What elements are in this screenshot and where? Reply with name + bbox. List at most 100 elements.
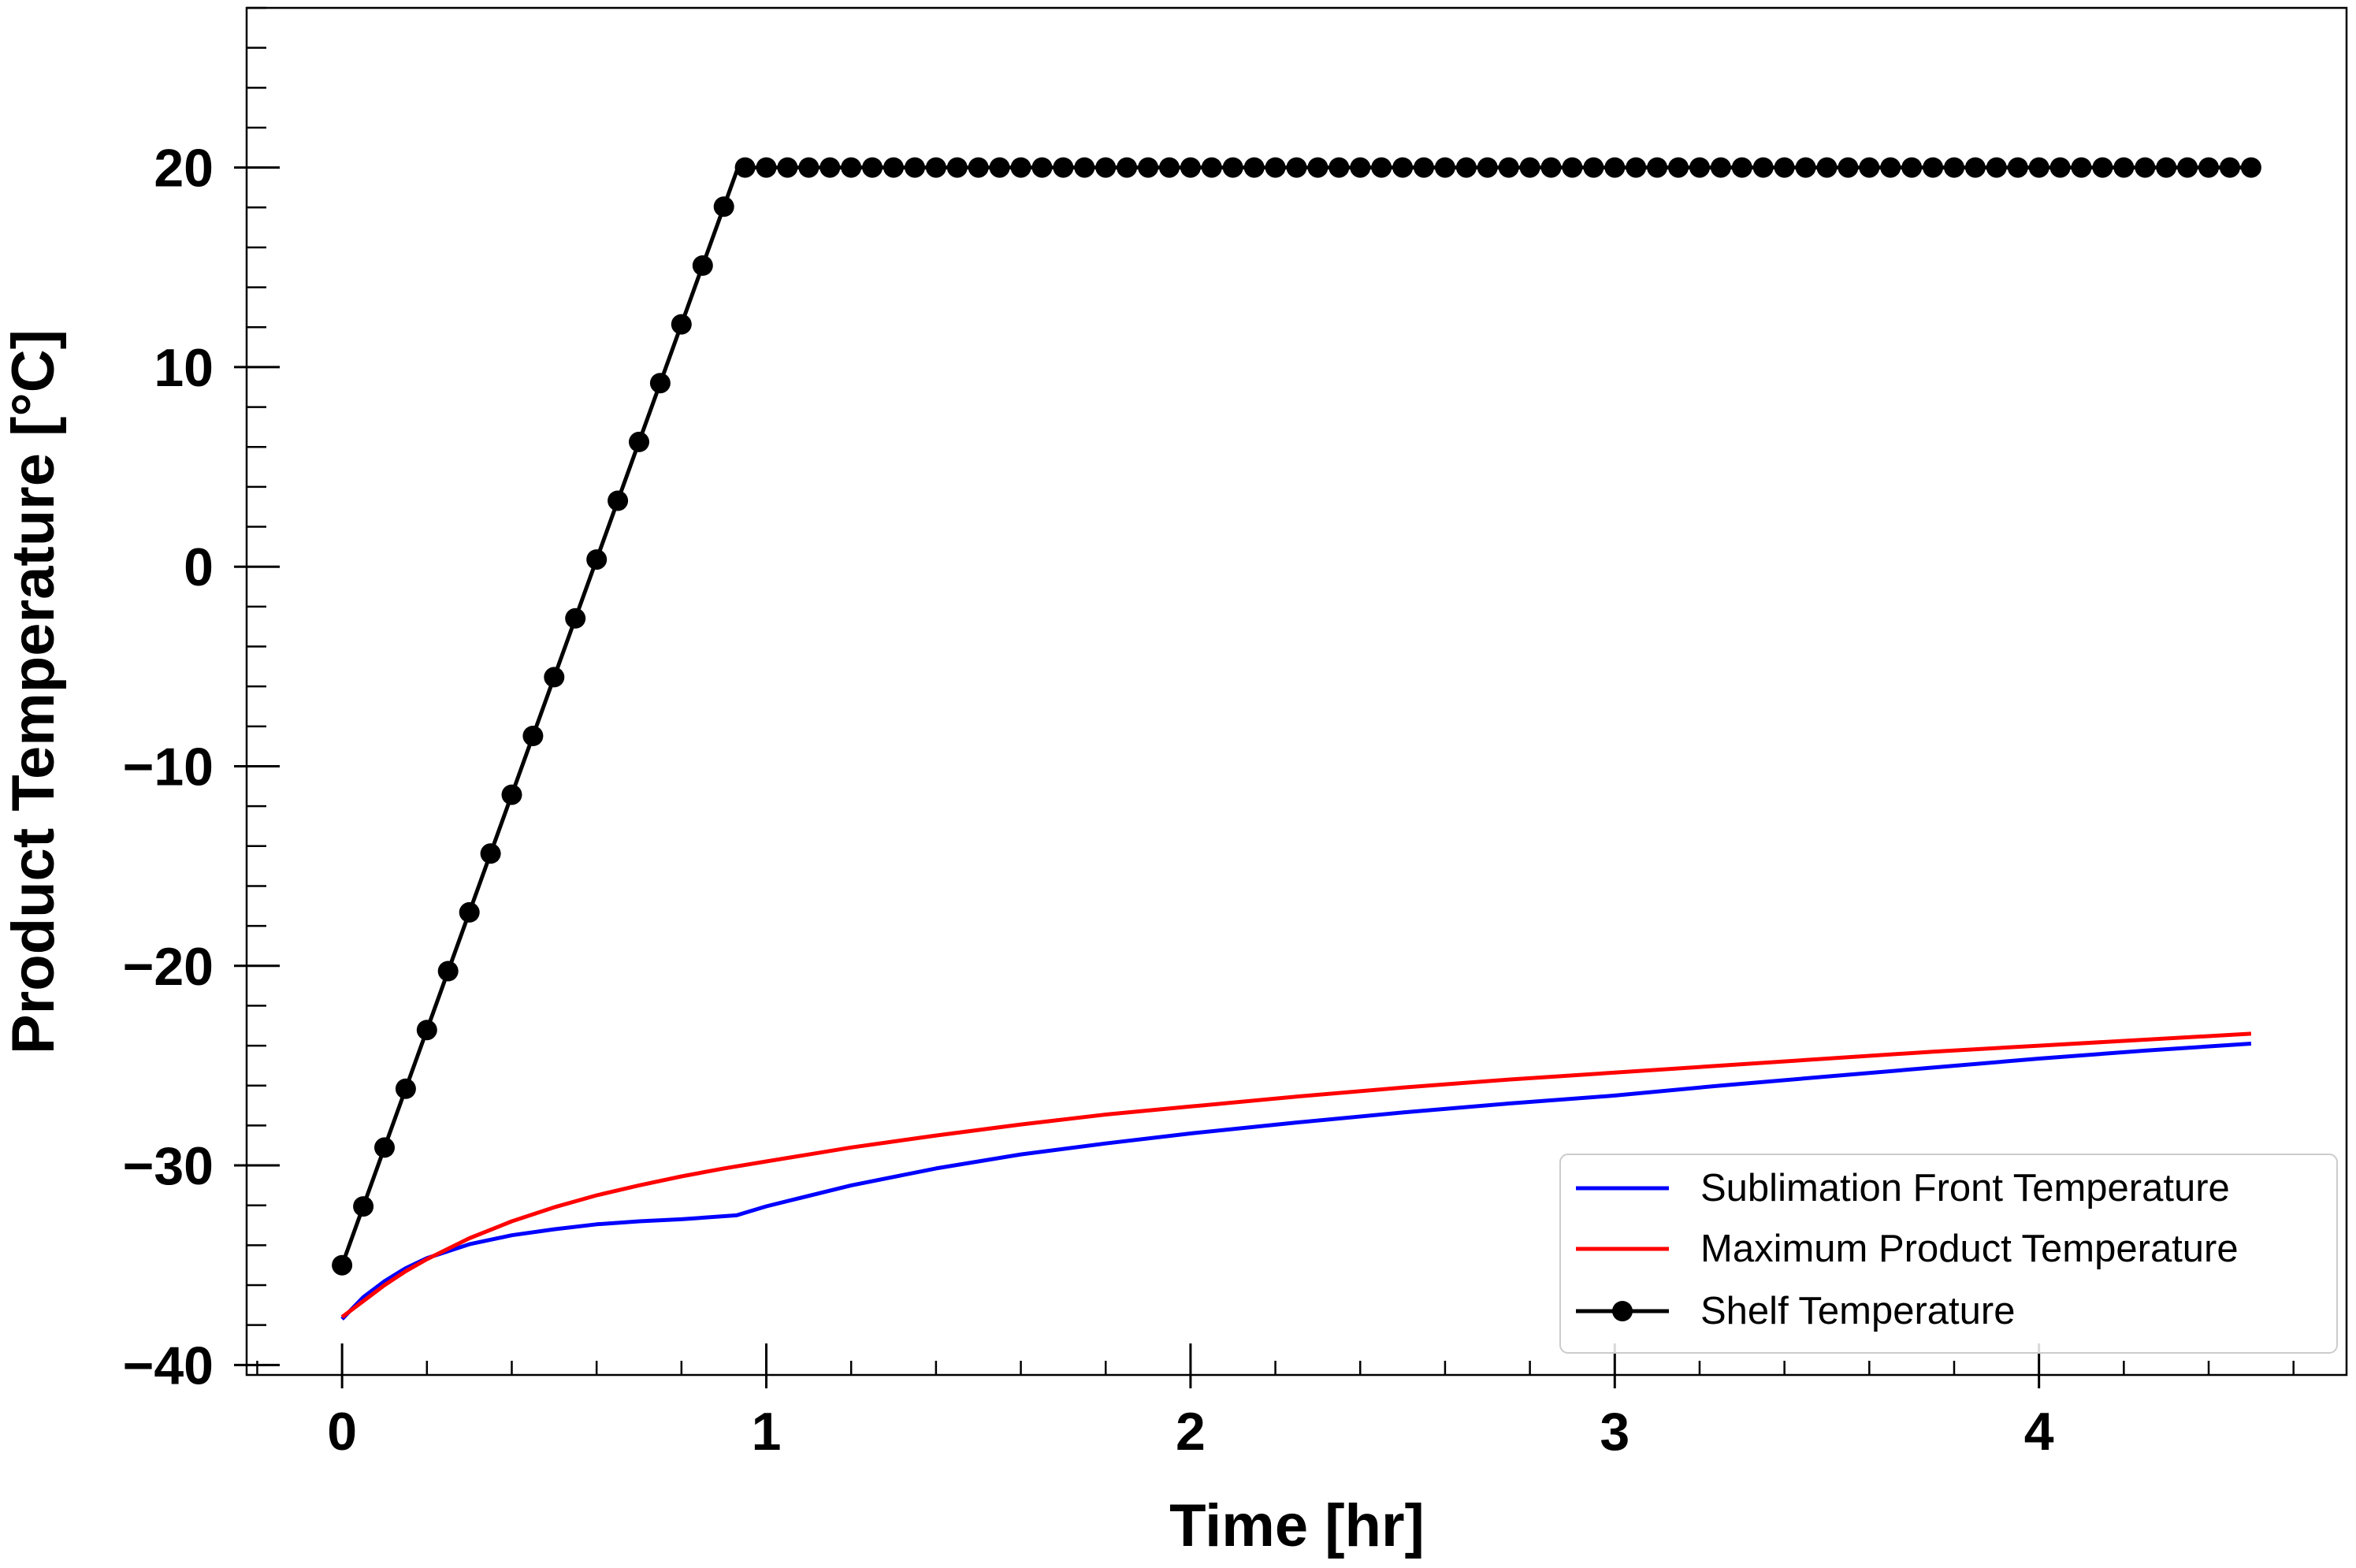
y-tick-label: 0 <box>184 537 214 597</box>
shelf-temperature-point <box>1307 157 1329 178</box>
legend-box <box>1559 1154 2338 1354</box>
shelf-temperature-point <box>1689 157 1710 178</box>
shelf-temperature-point <box>1519 157 1540 178</box>
shelf-temperature-point <box>1053 157 1074 178</box>
shelf-temperature-point <box>1731 157 1752 178</box>
shelf-temperature-point <box>1117 157 1138 178</box>
shelf-temperature-point <box>713 196 734 217</box>
shelf-temperature-point <box>1626 157 1647 178</box>
shelf-temperature-point <box>459 901 480 923</box>
shelf-temperature-point <box>2092 157 2113 178</box>
series-line-sublimation-front <box>340 1042 2252 1321</box>
shelf-temperature-point <box>1562 157 1583 178</box>
y-tick-label: 10 <box>154 338 214 398</box>
shelf-temperature-point <box>2156 157 2177 178</box>
shelf-temperature-point <box>2240 157 2261 178</box>
y-tick-label: −40 <box>123 1336 214 1395</box>
shelf-temperature-point <box>946 157 968 178</box>
shelf-temperature-point <box>819 157 841 178</box>
shelf-temperature-point <box>989 157 1010 178</box>
shelf-temperature-point <box>1138 157 1159 178</box>
shelf-temperature-point <box>1604 157 1626 178</box>
x-tick-label: 1 <box>752 1402 782 1462</box>
x-tick-label: 2 <box>1176 1402 1206 1462</box>
shelf-temperature-point <box>734 157 756 178</box>
shelf-temperature-point <box>1265 157 1286 178</box>
shelf-temperature-point <box>925 157 946 178</box>
y-tick-label: −10 <box>123 737 214 797</box>
shelf-temperature-point <box>968 157 989 178</box>
shelf-temperature-point <box>1752 157 1774 178</box>
shelf-temperature-point <box>395 1078 416 1099</box>
shelf-temperature-point <box>480 843 501 864</box>
shelf-temperature-point <box>841 157 862 178</box>
shelf-temperature-point <box>1774 157 1795 178</box>
shelf-temperature-point <box>1880 157 1901 178</box>
shelf-temperature-point <box>1010 157 1031 178</box>
shelf-temperature-point <box>2028 157 2049 178</box>
shelf-temperature-point <box>2177 157 2198 178</box>
shelf-temperature-point <box>1986 157 2007 178</box>
shelf-temperature-point <box>1859 157 1880 178</box>
shelf-temperature-point <box>437 960 459 982</box>
shelf-temperature-point <box>1795 157 1816 178</box>
shelf-temperature-point <box>862 157 883 178</box>
y-tick-label: −20 <box>123 937 214 997</box>
shelf-temperature-point <box>905 157 925 178</box>
shelf-temperature-point <box>501 784 522 805</box>
shelf-temperature-point <box>522 726 544 746</box>
shelf-temperature-point <box>2219 157 2240 178</box>
shelf-temperature-point <box>332 1254 353 1276</box>
shelf-temperature-point <box>586 549 608 570</box>
shelf-temperature-point <box>1838 157 1859 178</box>
x-tick-label: 0 <box>327 1402 357 1462</box>
shelf-temperature-point <box>353 1196 374 1217</box>
shelf-temperature-point <box>649 373 671 394</box>
shelf-temperature-point <box>883 157 904 178</box>
shelf-temperature-point <box>1964 157 1986 178</box>
shelf-temperature-point <box>1944 157 1964 178</box>
legend: Sublimation Front Temperature Maximum Pr… <box>1559 1154 2338 1354</box>
shelf-temperature-point <box>1455 157 1477 178</box>
shelf-temperature-point <box>777 157 798 178</box>
shelf-temperature-point <box>671 314 692 335</box>
y-axis-title: Product Temperature [°C] <box>0 329 67 1054</box>
series-line-max-product <box>340 1031 2252 1319</box>
y-tick-label: −30 <box>123 1136 214 1196</box>
y-tick-label: 20 <box>154 139 214 199</box>
axis-ticks <box>234 6 2295 1388</box>
shelf-temperature-point <box>1159 157 1180 178</box>
shelf-temperature-point <box>1074 157 1095 178</box>
shelf-temperature-point <box>1540 157 1562 178</box>
shelf-temperature-point <box>2007 157 2028 178</box>
tick-labels: 0 1 2 3 4 −40 −30 −20 −10 0 10 20 <box>123 139 2054 1462</box>
shelf-temperature-point <box>565 608 586 629</box>
x-tick-label: 3 <box>1600 1402 1630 1462</box>
legend-label-shelf: Shelf Temperature <box>1700 1290 2016 1332</box>
shelf-temperature-point <box>1583 157 1604 178</box>
shelf-temperature-point <box>1286 157 1307 178</box>
x-tick-label: 4 <box>2024 1402 2054 1462</box>
shelf-temperature-point <box>1498 157 1519 178</box>
shelf-temperature-point <box>692 255 713 276</box>
shelf-temperature-point <box>1222 157 1243 178</box>
shelf-temperature-point <box>1350 157 1371 178</box>
shelf-temperature-point <box>1201 157 1222 178</box>
shelf-temperature-point <box>1816 157 1838 178</box>
shelf-temperature-point <box>1923 157 1944 178</box>
series-layer <box>332 157 2261 1321</box>
shelf-temperature-point <box>756 157 777 178</box>
x-axis-title: Time [hr] <box>1169 1492 1425 1559</box>
shelf-temperature-point <box>1095 157 1117 178</box>
shelf-temperature-point <box>1031 157 1053 178</box>
shelf-temperature-point <box>1434 157 1455 178</box>
shelf-temperature-point <box>2198 157 2219 178</box>
shelf-temperature-point <box>629 431 649 452</box>
shelf-temperature-point <box>2071 157 2092 178</box>
shelf-temperature-point <box>2135 157 2156 178</box>
shelf-temperature-point <box>608 490 629 511</box>
shelf-temperature-point <box>374 1137 395 1158</box>
legend-marker-shelf <box>1612 1301 1633 1321</box>
legend-label-sublimation: Sublimation Front Temperature <box>1700 1167 2230 1209</box>
